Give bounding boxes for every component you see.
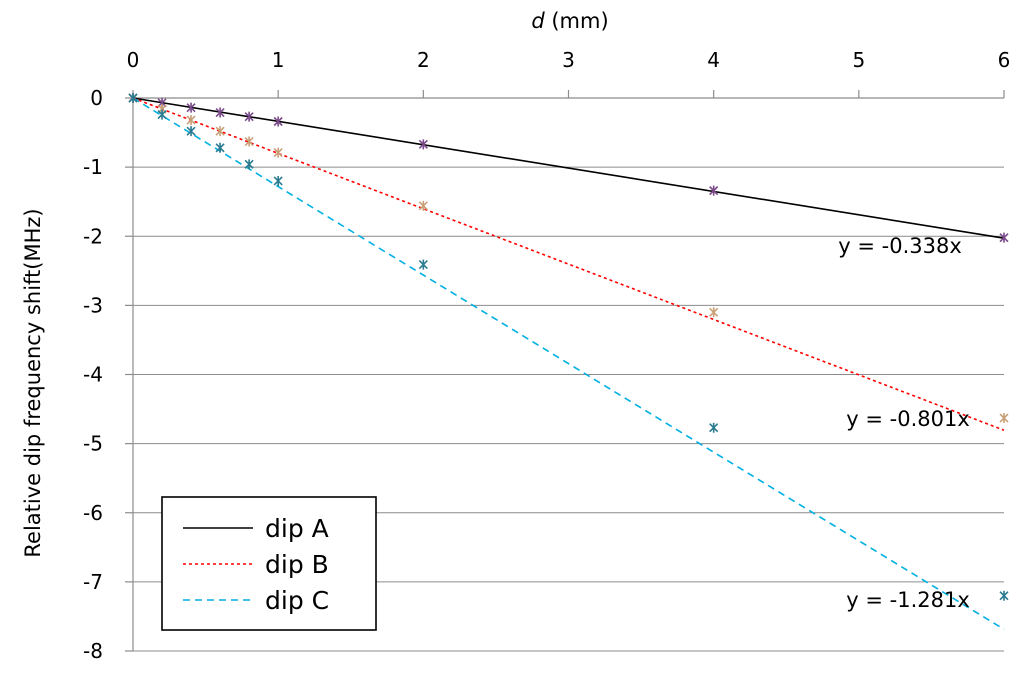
data-point [999,590,1009,601]
legend-label: dip C [265,586,329,615]
data-point [709,185,719,196]
x-tick-label: 1 [272,48,285,72]
series-dip-b [128,93,1009,431]
data-point [215,126,225,137]
y-tick-label: -1 [83,155,103,179]
data-point [418,139,428,150]
data-point [273,116,283,127]
data-point [215,107,225,118]
y-tick-label: -4 [83,363,103,387]
data-point [215,142,225,153]
data-point [999,232,1009,243]
data-point [418,200,428,211]
data-point [709,422,719,433]
trendline-equation: y = -0.338x [838,234,962,258]
data-point [186,102,196,113]
trendline-equation: y = -1.281x [846,588,970,612]
data-point [244,136,254,147]
series-dip-a [128,93,1009,243]
data-point [273,147,283,158]
x-tick-label: 6 [998,48,1011,72]
y-tick-label: -5 [83,432,103,456]
data-point [186,115,196,126]
data-point [244,159,254,170]
trendline-equation: y = -0.801x [846,407,970,431]
axes: 0 1 2 3 4 5 6 0 -1 -2 -3 -4 -5 -6 -7 -8 [83,48,1010,663]
data-point [157,109,167,120]
legend-label: dip B [265,550,329,579]
series-dip-c [128,93,1009,630]
x-axis-title: d (mm) [531,9,608,33]
y-tick-label: 0 [90,86,103,110]
series-layer [128,93,1009,630]
x-tick-label: 4 [707,48,720,72]
data-point [418,259,428,270]
trendline [132,97,1005,630]
y-tick-label: -7 [83,570,103,594]
legend-label: dip A [265,514,329,543]
y-tick-label: -6 [83,501,103,525]
trendline [132,97,1005,431]
x-tick-label: 0 [127,48,140,72]
data-point [128,93,138,103]
trendline [132,97,1005,239]
data-point [273,175,283,186]
data-point [999,413,1009,424]
legend: dip A dip B dip C [161,496,377,631]
x-axis-title-unit: (mm) [545,9,609,33]
x-axis-title-variable: d [531,9,545,33]
data-point [709,307,719,318]
y-axis-title: Relative dip frequency shift(MHz) [21,208,45,557]
y-tick-label: -8 [83,639,103,663]
x-tick-label: 2 [417,48,430,72]
x-tick-label: 5 [852,48,865,72]
data-point [244,111,254,122]
x-tick-label: 3 [562,48,575,72]
y-tick-label: -2 [83,224,103,248]
y-tick-label: -3 [83,293,103,317]
labels: d (mm) Relative dip frequency shift(MHz) y… [21,9,970,612]
data-point [186,126,196,137]
